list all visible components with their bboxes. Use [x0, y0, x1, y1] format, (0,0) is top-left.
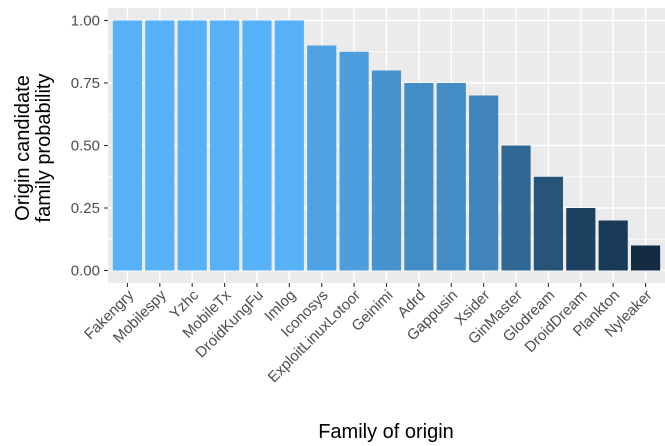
- bar-iconosys: [307, 45, 337, 271]
- y-tick-label: 1.00: [71, 13, 100, 30]
- bar-xsider: [469, 95, 499, 271]
- bar-ginmaster: [501, 145, 531, 271]
- y-axis-ticks: 0.00 0.25 0.50 0.75 1.00: [71, 13, 108, 280]
- bar-exploitlinuxlotoor: [339, 51, 369, 271]
- x-axis-title: Family of origin: [318, 421, 454, 443]
- bar-mobiletx: [210, 20, 240, 271]
- y-axis-title-line-1: Origin candidate: [12, 75, 34, 221]
- y-axis-title-line-2: family probability: [33, 74, 55, 223]
- bar-mobilespy: [145, 20, 175, 271]
- bars: [112, 20, 661, 271]
- x-axis-ticks: FakengryMobilespyYzhcMobileTxDroidKungFu…: [81, 283, 655, 386]
- y-tick-label: 0.00: [71, 263, 100, 280]
- y-tick-label: 0.25: [71, 200, 100, 217]
- bar-glodream: [533, 176, 563, 271]
- bar-gappusin: [436, 83, 466, 271]
- bar-plankton: [598, 220, 628, 271]
- bar-imlog: [274, 20, 304, 271]
- bar-yzhc: [177, 20, 207, 271]
- bar-fakengry: [112, 20, 143, 271]
- bar-droidkungfu: [242, 20, 272, 271]
- y-tick-label: 0.75: [71, 75, 100, 92]
- y-tick-label: 0.50: [71, 138, 100, 155]
- bar-geinimi: [371, 70, 402, 271]
- bar-adrd: [404, 83, 434, 271]
- bar-nyleaker: [630, 245, 661, 271]
- bar-droiddream: [566, 208, 596, 271]
